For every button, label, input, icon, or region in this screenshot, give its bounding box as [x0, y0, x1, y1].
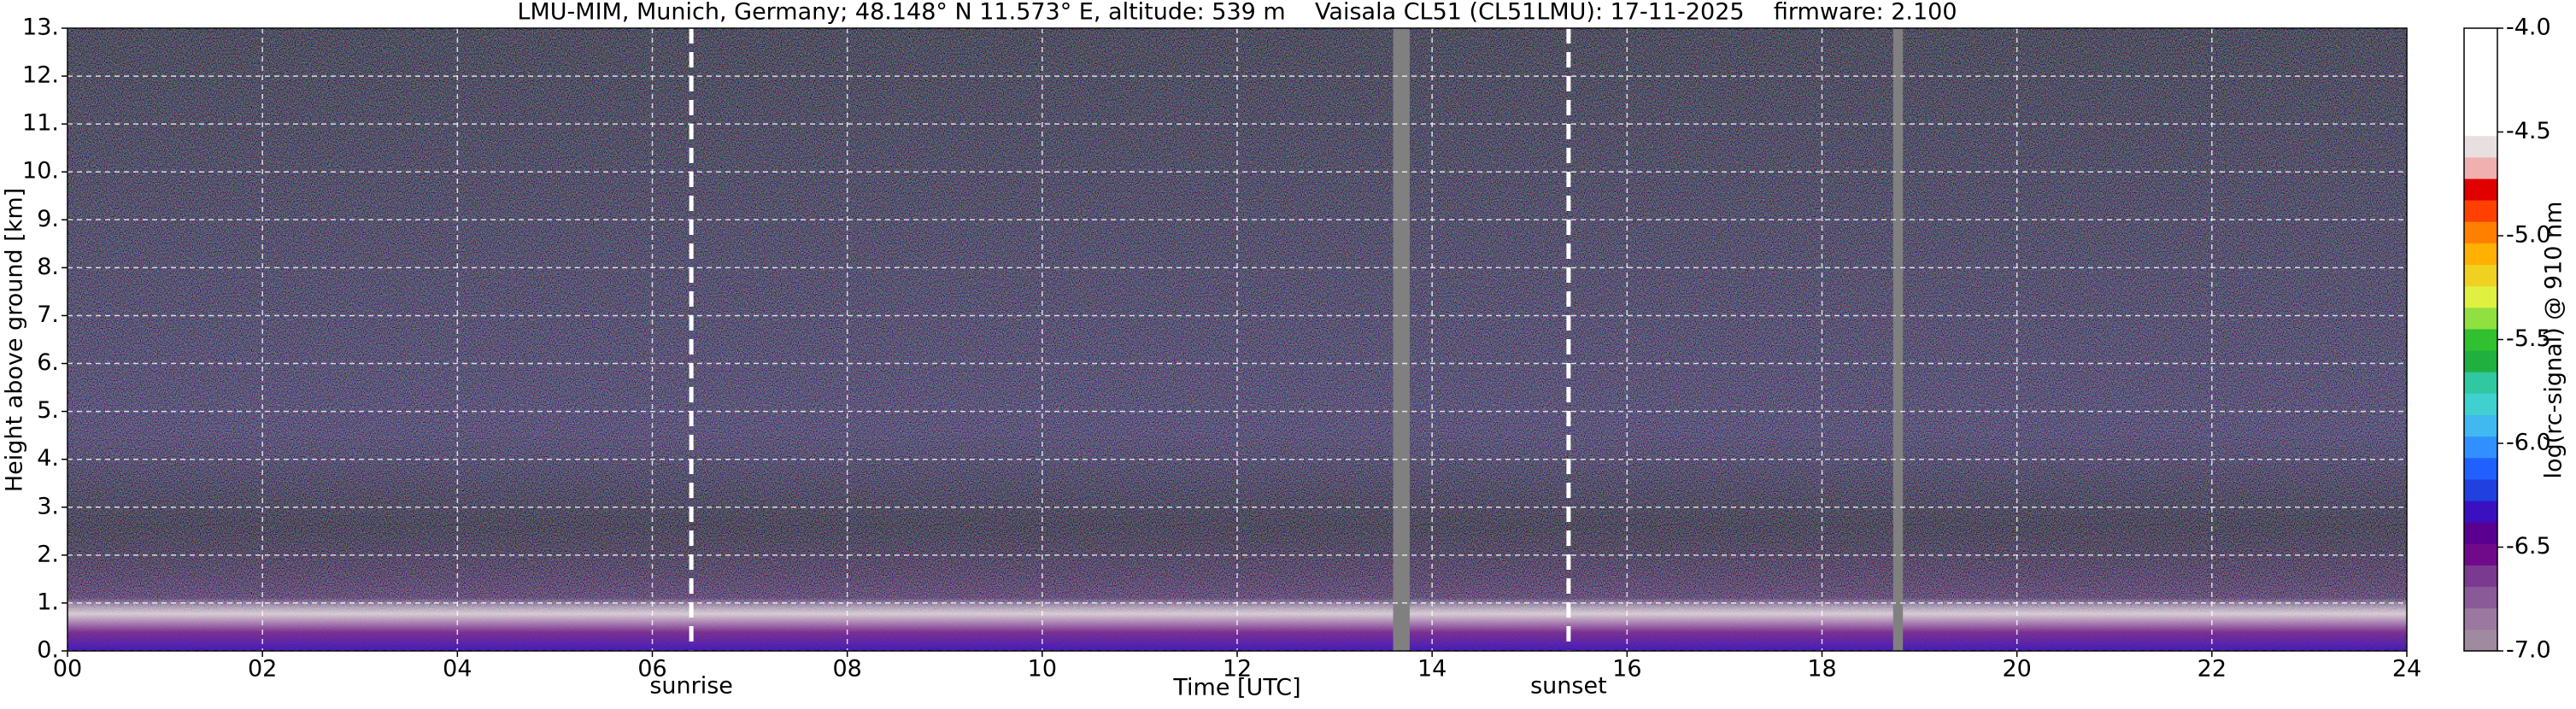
colorbar-swatch	[2464, 501, 2497, 523]
colorbar-swatch	[2464, 350, 2497, 372]
colorbar-swatch	[2464, 565, 2497, 588]
annotation-label: sunrise	[649, 673, 733, 700]
colorbar-swatch	[2464, 28, 2497, 50]
colorbar-swatch	[2464, 436, 2497, 459]
x-tick-label: 00	[53, 656, 82, 683]
x-tick-label: 02	[248, 656, 277, 683]
colorbar-swatch	[2464, 543, 2497, 565]
x-tick-label: 22	[2198, 656, 2227, 683]
x-tick-label: 20	[2002, 656, 2031, 683]
colorbar-swatch	[2464, 629, 2497, 652]
x-tick-label: 10	[1028, 656, 1057, 683]
colorbar-swatch	[2464, 178, 2497, 201]
x-tick-label: 16	[1612, 656, 1641, 683]
colorbar-tick-label: -4.0	[2506, 15, 2551, 41]
y-tick-label: 5.	[37, 397, 59, 424]
colorbar-swatch	[2464, 156, 2497, 179]
colorbar-swatch	[2464, 71, 2497, 93]
x-tick-label: 14	[1417, 656, 1446, 683]
colorbar-tick-label: -5.5	[2506, 325, 2551, 352]
colorbar-swatch	[2464, 328, 2497, 351]
colorbar-swatch	[2464, 522, 2497, 544]
colorbar-swatch	[2464, 586, 2497, 609]
colorbar-swatch	[2464, 264, 2497, 287]
colorbar-swatch	[2464, 114, 2497, 137]
y-tick-label: 4.	[37, 445, 59, 472]
colorbar-swatch	[2464, 607, 2497, 630]
y-tick-label: 9.	[37, 206, 59, 232]
chart-title: LMU-MIM, Munich, Germany; 48.148° N 11.5…	[517, 0, 1957, 26]
colorbar-swatch	[2464, 478, 2497, 501]
x-axis-label: Time [UTC]	[1172, 675, 1300, 701]
y-tick-label: 13.	[22, 15, 59, 41]
y-tick-label: 11.	[22, 110, 59, 137]
missing-data	[1892, 28, 1904, 651]
colorbar-swatch	[2464, 457, 2497, 480]
x-tick-label: 06	[637, 656, 666, 683]
x-tick-label: 12	[1223, 656, 1252, 683]
y-axis-label: Height above ground [km]	[2, 188, 28, 492]
colorbar-swatch	[2464, 92, 2497, 115]
x-tick-label: 08	[832, 656, 861, 683]
y-tick-label: 0.	[37, 637, 59, 664]
colorbar-tick-label: -6.5	[2506, 533, 2551, 560]
annotation-label: sunset	[1530, 673, 1607, 700]
colorbar-label: log(rc-signal) @ 910 nm	[2541, 202, 2567, 479]
y-tick-label: 1.	[37, 589, 59, 615]
colorbar-tick-label: -7.0	[2506, 637, 2551, 664]
colorbar-swatch	[2464, 50, 2497, 72]
colorbar-swatch	[2464, 285, 2497, 308]
missing-data	[1393, 28, 1410, 651]
colorbar-swatch	[2464, 135, 2497, 158]
colorbar-tick-label: -5.0	[2506, 222, 2551, 249]
colorbar-swatch	[2464, 221, 2497, 243]
y-tick-label: 10.	[22, 158, 59, 185]
colorbar-swatch	[2464, 307, 2497, 330]
x-tick-label: 24	[2392, 656, 2421, 683]
y-tick-label: 8.	[37, 254, 59, 280]
colorbar-swatch	[2464, 200, 2497, 222]
y-tick-label: 6.	[37, 349, 59, 376]
y-tick-label: 7.	[37, 302, 59, 328]
y-tick-label: 3.	[37, 493, 59, 519]
x-tick-label: 18	[1807, 656, 1836, 683]
y-tick-label: 12.	[22, 62, 59, 89]
plot-frame	[67, 27, 2408, 652]
colorbar-swatch	[2464, 414, 2497, 437]
x-tick-label: 04	[443, 656, 472, 683]
colorbar-swatch	[2464, 243, 2497, 266]
colorbar-tick-label: -4.5	[2506, 118, 2551, 144]
colorbar-swatch	[2464, 393, 2497, 415]
colorbar-tick-label: -6.0	[2506, 430, 2551, 456]
y-tick-label: 2.	[37, 541, 59, 567]
colorbar-swatch	[2464, 372, 2497, 394]
